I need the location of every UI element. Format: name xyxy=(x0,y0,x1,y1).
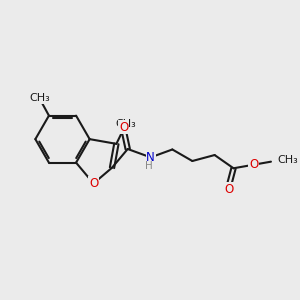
Text: O: O xyxy=(249,158,258,171)
Text: CH₃: CH₃ xyxy=(278,155,298,165)
Text: CH₃: CH₃ xyxy=(116,119,136,129)
Text: O: O xyxy=(119,121,128,134)
Text: O: O xyxy=(224,183,233,196)
Text: O: O xyxy=(89,177,98,190)
Text: CH₃: CH₃ xyxy=(29,93,50,103)
Text: H: H xyxy=(146,161,153,171)
Text: N: N xyxy=(146,151,155,164)
